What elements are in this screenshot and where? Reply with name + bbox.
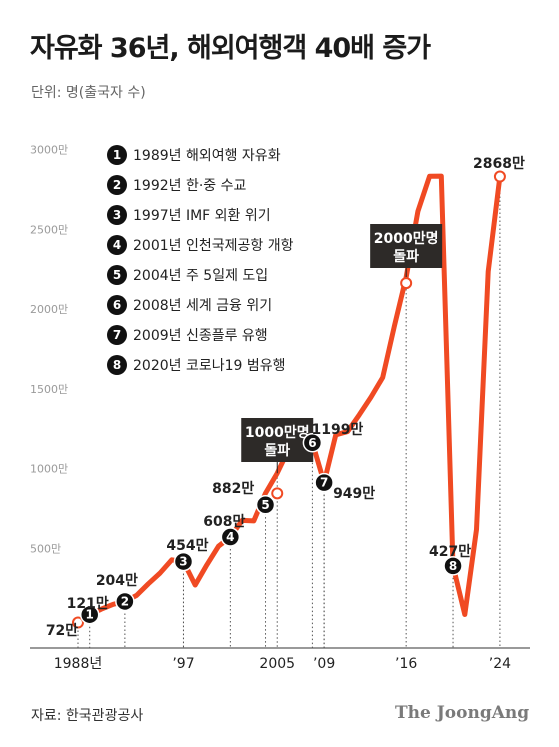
callout-text: 1000만명 [245,424,310,441]
callout-box [370,224,443,268]
legend-marker [107,355,127,375]
data-label: 204만 [96,573,138,589]
callout-text: 2000만명 [374,230,439,247]
data-point [400,277,413,290]
legend-marker-number: 5 [113,268,121,282]
callout-box [241,418,314,462]
event-marker-number: 3 [179,555,187,569]
event-marker [173,551,194,572]
event-marker-number: 2 [121,594,129,608]
legend-marker-number: 2 [113,178,121,192]
event-marker [220,527,241,547]
event-marker-number: 7 [320,476,328,490]
data-label: 882만 [212,481,254,497]
x-tick-label: ’97 [172,656,194,672]
callout-text: 돌파 [393,249,419,265]
data-label: 949만 [333,486,375,502]
source-note: 자료: 한국관광공사 [31,708,144,724]
y-tick-label: 1500만 [30,383,68,396]
legend-marker [107,175,127,195]
y-tick-label: 3000만 [30,144,68,157]
y-tick-label: 2500만 [30,223,68,236]
legend-marker-number: 4 [113,238,121,252]
legend-event-text: 2001년 인천국제공항 개항 [133,238,294,254]
x-tick-label: 2005 [259,656,295,672]
y-tick-label: 1000만 [30,463,68,476]
x-tick-label: ’09 [313,656,335,672]
x-tick-label: ’16 [395,656,417,672]
event-marker [255,495,276,515]
legend-event-text: 1992년 한·중 수교 [133,178,246,194]
legend-event-text: 2020년 코로나19 범유행 [133,358,286,374]
data-label: 72만 [46,623,78,639]
legend-marker [107,205,127,225]
legend-marker [107,295,127,315]
legend-event-text: 2008년 세계 금융 위기 [133,298,272,314]
legend-event-text: 2004년 주 5일제 도입 [133,268,268,284]
callout-text: 돌파 [264,443,290,459]
data-label: 608만 [203,514,245,530]
legend-marker [107,325,127,345]
event-marker-number: 6 [308,436,316,450]
event-marker-number: 1 [86,608,94,622]
legend-marker-number: 1 [113,148,121,162]
brand-logo: The JoongAng [395,703,530,723]
data-point [72,616,84,629]
legend-marker-number: 6 [113,298,121,312]
event-marker-number: 8 [449,559,457,573]
y-tick-label: 2000만 [30,303,68,316]
event-marker [79,604,100,625]
event-marker [443,556,463,576]
event-marker-number: 5 [261,498,269,512]
data-label: 1199만 [311,422,363,438]
event-marker-number: 4 [226,530,234,544]
legend-marker [107,265,127,285]
data-label: 121만 [67,596,109,612]
legend-event-text: 2009년 신종플루 유행 [133,328,268,344]
data-label: 454만 [166,538,208,554]
event-marker [115,591,135,612]
x-tick-label: ’24 [489,656,511,672]
legend-marker-number: 8 [113,358,121,372]
y-tick-label: 500만 [30,542,61,555]
page-title: 자유화 36년, 해외여행객 40배 증가 [30,33,431,64]
legend-event-text: 1989년 해외여행 자유화 [133,148,281,164]
x-tick-label: 1988년 [54,656,103,672]
data-label: 2868만 [473,156,525,172]
data-label: 427만 [429,544,471,560]
legend-marker-number: 7 [113,328,121,342]
data-point [271,487,284,500]
event-marker [314,472,334,493]
unit-subtitle: 단위: 명(출국자 수) [31,85,146,101]
legend-marker-number: 3 [113,208,121,222]
legend-event-text: 1997년 IMF 외환 위기 [133,208,271,224]
legend-marker [107,235,127,255]
event-marker [302,433,323,453]
data-point [493,170,506,183]
legend-marker [107,145,127,165]
